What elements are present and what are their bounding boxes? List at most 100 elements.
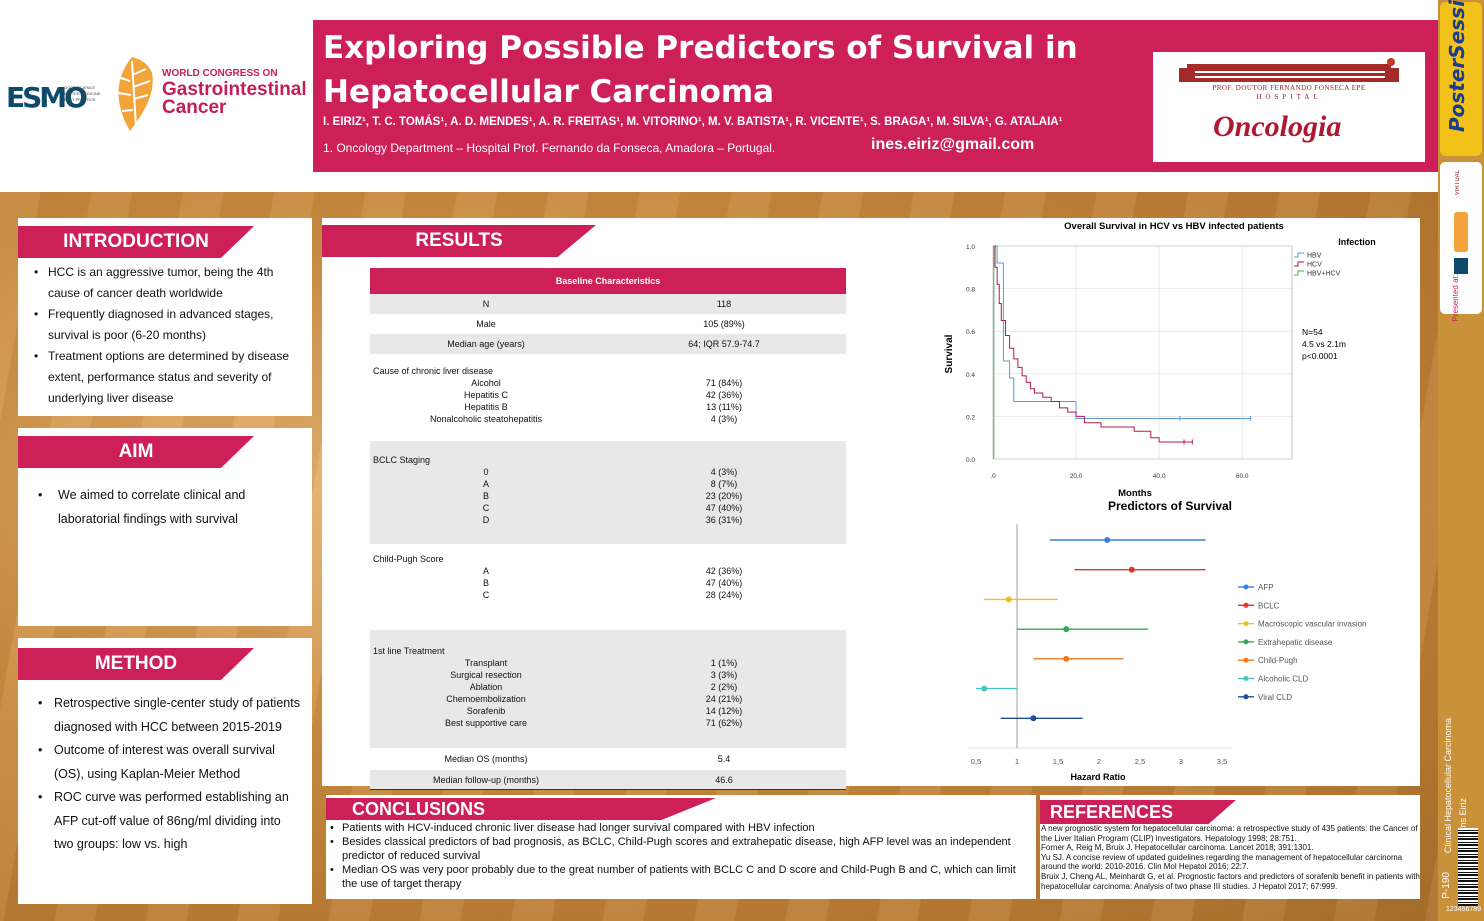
x-tick-label: 0,5 bbox=[971, 757, 981, 766]
group-value: 47 (40%) bbox=[705, 503, 743, 513]
legend-marker bbox=[1243, 584, 1249, 590]
group-value: 8 (7%) bbox=[710, 479, 738, 489]
row-label: Median age (years) bbox=[447, 339, 525, 349]
x-tick-label: 2 bbox=[1097, 757, 1101, 766]
group-label: C bbox=[482, 503, 490, 513]
hazard-point bbox=[1104, 537, 1111, 543]
group-label: A bbox=[482, 566, 489, 576]
group-value: 13 (11%) bbox=[706, 402, 742, 412]
virtual-label: VIRTUAL bbox=[1455, 170, 1461, 196]
table-title: Baseline Characteristics bbox=[370, 268, 846, 294]
x-tick-label: 3,5 bbox=[1217, 757, 1227, 766]
legend-label: AFP bbox=[1258, 583, 1274, 592]
x-tick-label: 20.0 bbox=[1070, 473, 1083, 480]
legend-marker bbox=[1243, 657, 1249, 663]
presented-at: Presented at: bbox=[1451, 274, 1460, 322]
group-value: 23 (20%) bbox=[705, 491, 743, 501]
y-tick-label: 0.8 bbox=[966, 287, 975, 294]
row-value: 64; IQR 57.9-74.7 bbox=[688, 339, 760, 349]
group-value: 24 (21%) bbox=[705, 694, 743, 704]
introduction-heading: INTRODUCTION bbox=[18, 226, 254, 258]
legend-title: Infection bbox=[1338, 237, 1376, 247]
barcode-icon bbox=[1458, 828, 1478, 906]
aim-list: We aimed to correlate clinical and labor… bbox=[38, 483, 276, 531]
oncologia-logo: Oncologia bbox=[1213, 110, 1342, 143]
survival-curve-hbv-hcv bbox=[993, 245, 995, 459]
table-group: Cause of chronic liver disease Alcohol H… bbox=[370, 354, 846, 441]
hospital-building-icon bbox=[1179, 58, 1399, 82]
chart-title: Overall Survival in HCV vs HBV infected … bbox=[1064, 221, 1284, 232]
side-strip: PosterSessionOnline VIRTUAL Presented at… bbox=[1438, 0, 1484, 921]
table-group: 1st line Treatment Transplant Surgical r… bbox=[370, 630, 846, 748]
survival-curve-hcv bbox=[993, 245, 1193, 443]
contact-email[interactable]: ines.eiriz@gmail.com bbox=[871, 136, 1035, 153]
y-tick-label: 0.6 bbox=[966, 329, 975, 336]
results-heading: RESULTS bbox=[322, 225, 596, 257]
poster-id: 123456789 bbox=[1446, 906, 1482, 913]
chart-annotation: 4.5 vs 2.1m bbox=[1302, 339, 1346, 349]
poster-code: P-190 bbox=[1441, 872, 1452, 899]
x-tick-label: .0 bbox=[990, 473, 996, 480]
group-label: A bbox=[482, 479, 489, 489]
group-value: 4 (3%) bbox=[710, 414, 738, 424]
list-item: We aimed to correlate clinical and labor… bbox=[38, 483, 276, 531]
y-tick-label: 0.4 bbox=[966, 372, 975, 379]
table-row: Median OS (months) 5.4 bbox=[370, 748, 846, 770]
method-list: Retrospective single-center study of pat… bbox=[38, 692, 300, 857]
row-label: N bbox=[482, 299, 490, 309]
group-label: Nonalcoholic steatohepatitis bbox=[429, 414, 543, 424]
legend-marker bbox=[1243, 639, 1249, 645]
reference-item: Forner A, Reig M, Bruix J. Hepatocellula… bbox=[1041, 843, 1314, 853]
hazard-point bbox=[1005, 596, 1012, 603]
list-item: HCC is an aggressive tumor, being the 4t… bbox=[34, 262, 306, 304]
hospital-logo: PROF. DOUTOR FERNANDO FONSECA EPE HOSPIT… bbox=[1153, 52, 1425, 162]
group-value: 47 (40%) bbox=[705, 578, 743, 588]
reference-item: Yu SJ. A concise review of updated guide… bbox=[1041, 852, 1403, 872]
x-tick-label: 3 bbox=[1179, 757, 1183, 766]
legend-label: BCLC bbox=[1258, 601, 1280, 610]
group-label: C bbox=[482, 590, 490, 600]
legend-swatch bbox=[1294, 252, 1304, 258]
legend-label: HBV+HCV bbox=[1307, 271, 1341, 278]
legend-marker bbox=[1243, 694, 1249, 700]
mini-esmo-logo bbox=[1454, 258, 1468, 274]
list-item: Outcome of interest was overall survival… bbox=[38, 739, 300, 786]
legend-marker bbox=[1243, 621, 1249, 627]
legend-marker bbox=[1243, 602, 1249, 608]
group-label: Alcohol bbox=[471, 378, 501, 388]
plot-area bbox=[992, 245, 1293, 460]
survival-curve-hbv bbox=[993, 245, 1251, 420]
group-value: 4 (3%) bbox=[710, 467, 738, 477]
legend-label: HCV bbox=[1307, 262, 1322, 269]
list-item: Frequently diagnosed in advanced stages,… bbox=[34, 304, 306, 346]
aim-heading: AIM bbox=[18, 436, 254, 468]
group-value: 3 (3%) bbox=[710, 670, 738, 680]
hazard-point bbox=[1063, 655, 1070, 662]
side-author: Ins Eiriz bbox=[1458, 798, 1468, 831]
group-value: 42 (36%) bbox=[705, 566, 743, 576]
forest-chart: Predictors of Survival Hazard Ratio 0,5 1… bbox=[968, 499, 1367, 782]
legend-label: Extrahepatic disease bbox=[1258, 638, 1333, 647]
baseline-table: Baseline Characteristics N 118 Male 105 … bbox=[370, 268, 846, 790]
legend-marker bbox=[1243, 676, 1249, 681]
survival-chart: Overall Survival in HCV vs HBV infected … bbox=[944, 221, 1376, 499]
hazard-point bbox=[981, 685, 988, 692]
leaf-icon bbox=[117, 57, 153, 131]
group-label: Hepatitis B bbox=[464, 402, 508, 412]
legend-label: Alcoholic CLD bbox=[1258, 675, 1308, 684]
row-value: 105 (89%) bbox=[703, 319, 745, 329]
group-value: 71 (62%) bbox=[705, 718, 743, 728]
pso-brand: PosterSessionOnline bbox=[1445, 0, 1469, 132]
pso-badge[interactable]: PosterSessionOnline bbox=[1440, 0, 1482, 156]
chart-title: Predictors of Survival bbox=[1108, 499, 1232, 513]
congress-top: WORLD CONGRESS ON bbox=[162, 68, 278, 79]
hospital-name: PROF. DOUTOR FERNANDO FONSECA EPE bbox=[1212, 84, 1366, 92]
group-label: B bbox=[482, 578, 489, 588]
chart-annotation: N=54 bbox=[1302, 327, 1323, 337]
group-label: Surgical resection bbox=[450, 670, 522, 680]
esmo-logo: ESMO bbox=[6, 81, 88, 114]
x-tick-label: 1 bbox=[1015, 757, 1019, 766]
y-tick-label: 1.0 bbox=[966, 244, 975, 251]
references-list: A new prognostic system for hepatocellul… bbox=[1041, 824, 1421, 891]
y-tick-label: 0.2 bbox=[966, 414, 975, 421]
